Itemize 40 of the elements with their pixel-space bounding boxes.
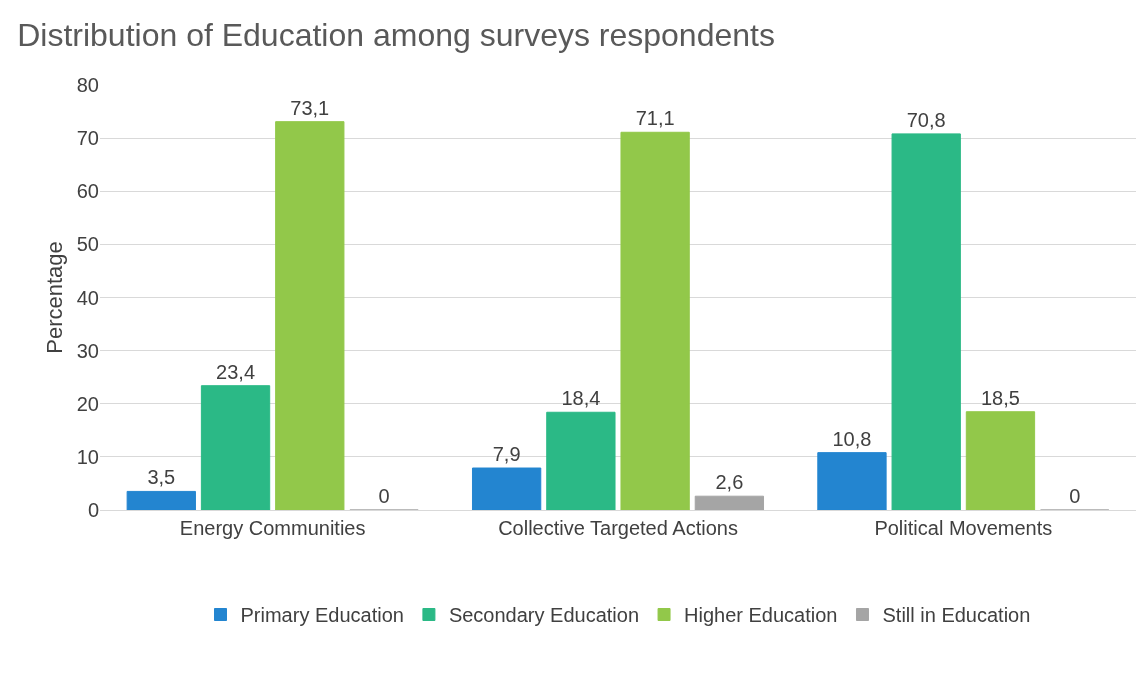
data-label: 10,8 [832, 427, 872, 450]
bar [471, 467, 542, 510]
y-tick-label: 0 [87, 499, 99, 521]
y-tick-label: 40 [76, 286, 99, 309]
data-label: 0 [1069, 485, 1081, 507]
y-tick-label: 70 [76, 127, 99, 150]
bar [126, 490, 196, 510]
x-tick-label: Energy Communities [179, 517, 366, 539]
legend-label: Higher Education [684, 604, 838, 627]
y-tick-label: 80 [76, 74, 99, 96]
legend-label: Still in Education [882, 604, 1031, 627]
y-tick-label: 20 [76, 392, 99, 415]
bar [620, 131, 690, 510]
x-tick-label: Political Movements [874, 517, 1053, 539]
bar [891, 133, 961, 510]
data-label: 70,8 [906, 108, 946, 131]
x-tick-label: Collective Targeted Actions [498, 517, 738, 539]
legend-label: Secondary Education [448, 604, 640, 627]
data-label: 18,5 [980, 386, 1020, 409]
bar [200, 385, 271, 510]
data-label: 71,1 [635, 107, 675, 130]
chart-title: Distribution of Education among surveys respondents [17, 17, 775, 54]
y-tick-label: 60 [76, 180, 99, 203]
y-tick-label: 50 [76, 233, 99, 256]
bar [965, 411, 1036, 510]
y-tick-label: 10 [76, 445, 99, 468]
bar [275, 121, 345, 510]
bar [694, 495, 765, 510]
bar [817, 452, 887, 510]
data-label: 18,4 [561, 387, 601, 410]
bar [546, 411, 616, 510]
data-label: 0 [378, 485, 390, 507]
y-tick-label: 30 [76, 339, 99, 362]
data-label: 73,1 [290, 96, 330, 119]
data-label: 3,5 [147, 466, 176, 489]
data-label: 2,6 [715, 471, 744, 494]
legend-label: Primary Education [240, 604, 404, 627]
data-label: 7,9 [492, 443, 521, 466]
data-label: 23,4 [216, 360, 256, 383]
y-axis-title: Percentage [41, 241, 67, 354]
